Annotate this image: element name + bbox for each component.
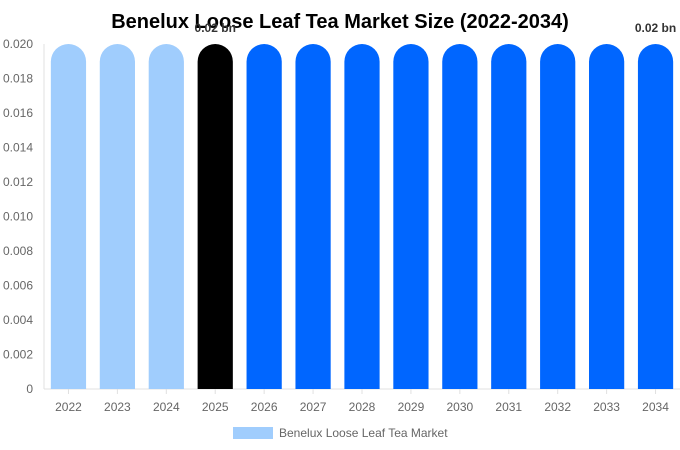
y-tick-label: 0.018 [3,72,33,86]
y-tick-label: 0.020 [3,37,33,51]
y-tick-label: 0.012 [3,175,33,189]
x-tick-label: 2029 [398,400,425,414]
x-tick-label: 2032 [544,400,571,414]
bar-2022[interactable] [50,44,87,389]
legend[interactable]: Benelux Loose Leaf Tea Market [233,426,448,440]
bar-2027[interactable] [295,44,331,389]
x-tick-label: 2027 [300,400,327,414]
x-tick-label: 2028 [349,400,376,414]
bar-2032[interactable] [540,44,576,389]
bar-2026[interactable] [246,44,282,389]
data-label-2025: 0.02 bn [195,21,236,35]
x-tick-label: 2025 [202,400,229,414]
data-labels: 0.02 bn 0.02 bn [195,21,677,35]
x-axis: 2022 2023 2024 2025 2026 2027 2028 2029 2030 2031… [44,388,680,414]
bar-2031[interactable] [491,44,527,390]
y-tick-label: 0.010 [3,210,33,224]
bar-2023[interactable] [99,44,135,389]
x-tick-label: 2030 [446,400,473,414]
x-tick-label: 2022 [55,400,82,414]
bar-2024[interactable] [148,44,184,389]
data-label-2034: 0.02 bn [635,21,676,35]
bar-2025[interactable] [197,44,233,389]
x-tick-label: 2024 [153,400,180,414]
bar-2034[interactable] [637,44,674,389]
x-tick-label: 2031 [495,400,522,414]
y-tick-label: 0.016 [3,106,33,120]
y-tick-label: 0.004 [3,313,33,327]
y-tick-label: 0.002 [3,348,33,362]
x-tick-label: 2026 [251,400,278,414]
bars [50,43,674,390]
chart-title: Benelux Loose Leaf Tea Market Size (2022… [111,11,569,33]
bar-2029[interactable] [393,44,429,389]
bar-2028[interactable] [344,44,380,389]
y-axis: 0 0.002 0.004 0.006 0.008 0.010 0.012 0.014 0.01… [3,37,45,396]
x-tick-label: 2033 [593,400,620,414]
y-tick-label: 0.008 [3,244,33,258]
bar-2033[interactable] [589,43,625,389]
y-tick-label: 0.006 [3,279,33,293]
x-tick-label: 2023 [104,400,131,414]
y-tick-label: 0.014 [3,141,33,155]
bar-2030[interactable] [442,44,478,389]
x-tick-label: 2034 [642,400,669,414]
legend-swatch [233,427,273,439]
y-tick-label: 0 [26,382,33,396]
legend-label: Benelux Loose Leaf Tea Market [279,426,448,440]
